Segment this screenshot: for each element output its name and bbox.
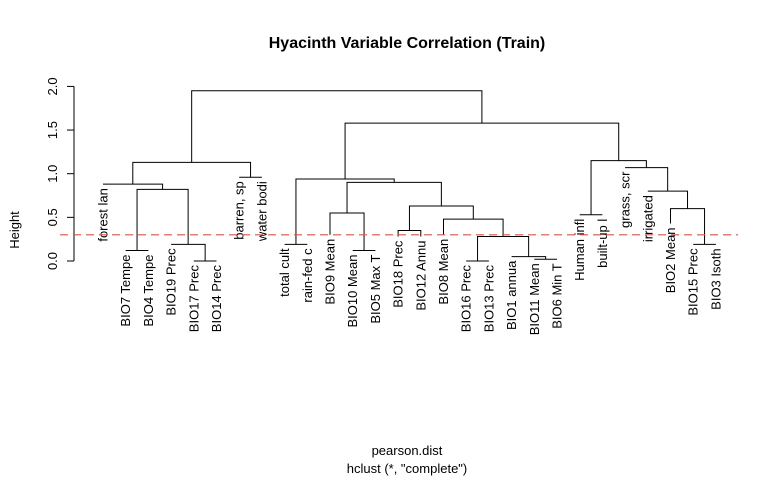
leaf-label: BIO3 Isoth [708,248,723,309]
leaf-label: BIO1 annua [504,260,519,330]
leaf-label: Human infl [572,219,587,281]
dendrogram-branch [136,188,189,251]
leaf-label: water bodi [254,181,269,242]
leaf-label: BIO19 Prec [164,248,179,316]
leaf-label: irrigated [640,195,655,242]
leaf-label: built-up l [595,219,610,268]
leaf-label: BIO14 Prec [209,265,224,333]
y-tick-label: 0.5 [45,208,60,226]
leaf-label: BIO7 Tempe [118,255,133,327]
dendrogram-branch [408,205,474,231]
dendrogram-branch [397,229,422,237]
chart-title: Hyacinth Variable Correlation (Train) [269,35,546,52]
y-tick-label: 1.5 [45,121,60,139]
x-axis-label: pearson.dist [372,443,443,458]
dendrogram-branch [191,90,483,163]
y-tick-label: 0.0 [45,252,60,270]
leaf-label: BIO2 Mean [663,227,678,293]
leaf-label: grass, scr [618,171,633,228]
y-tick-label: 2.0 [45,77,60,95]
leaf-label: BIO6 Min T [550,263,565,329]
leaf-label: barren, sp [232,181,247,240]
leaf-label: BIO5 Max T [368,254,383,323]
leaf-label: BIO9 Mean [323,239,338,305]
leaf-labels: forest lan BIO7 Tempe BIO4 Tempe BIO19 Prec… [96,171,724,335]
dendrogram-branch [344,122,620,179]
leaf-label: BIO13 Prec [481,265,496,333]
dendrogram-branch [647,190,689,209]
leaf-label: BIO10 Mean [345,255,360,328]
y-tick-label: 1.0 [45,165,60,183]
method-label: hclust (*, "complete") [347,461,468,476]
dendrogram-branch [346,181,442,213]
leaf-label: BIO12 Annu [413,241,428,311]
leaf-label: BIO8 Mean [436,239,451,305]
dendrogram-branch [132,161,252,185]
dendrogram-branch [443,218,504,237]
dendrogram-tree [103,90,716,262]
dendrogram-branch [625,167,669,192]
leaf-label: BIO16 Prec [459,265,474,333]
leaf-label: BIO4 Tempe [141,255,156,327]
leaf-label: BIO17 Prec [186,265,201,333]
dendrogram-branch [477,236,530,261]
leaf-label: forest lan [96,188,111,241]
leaf-label: BIO18 Prec [391,240,406,308]
leaf-label: total cult [277,248,292,297]
leaf-label: BIO11 Mean [527,263,542,335]
y-axis-label: Height [7,211,22,249]
leaf-label: BIO15 Prec [686,248,701,316]
leaf-label: rain-fed c [300,248,315,303]
dendrogram-branch [511,256,547,260]
dendrogram-branch [103,183,164,190]
dendrogram-branch [171,243,206,261]
y-axis: 0.0 0.5 1.0 1.5 2.0 [45,77,75,270]
